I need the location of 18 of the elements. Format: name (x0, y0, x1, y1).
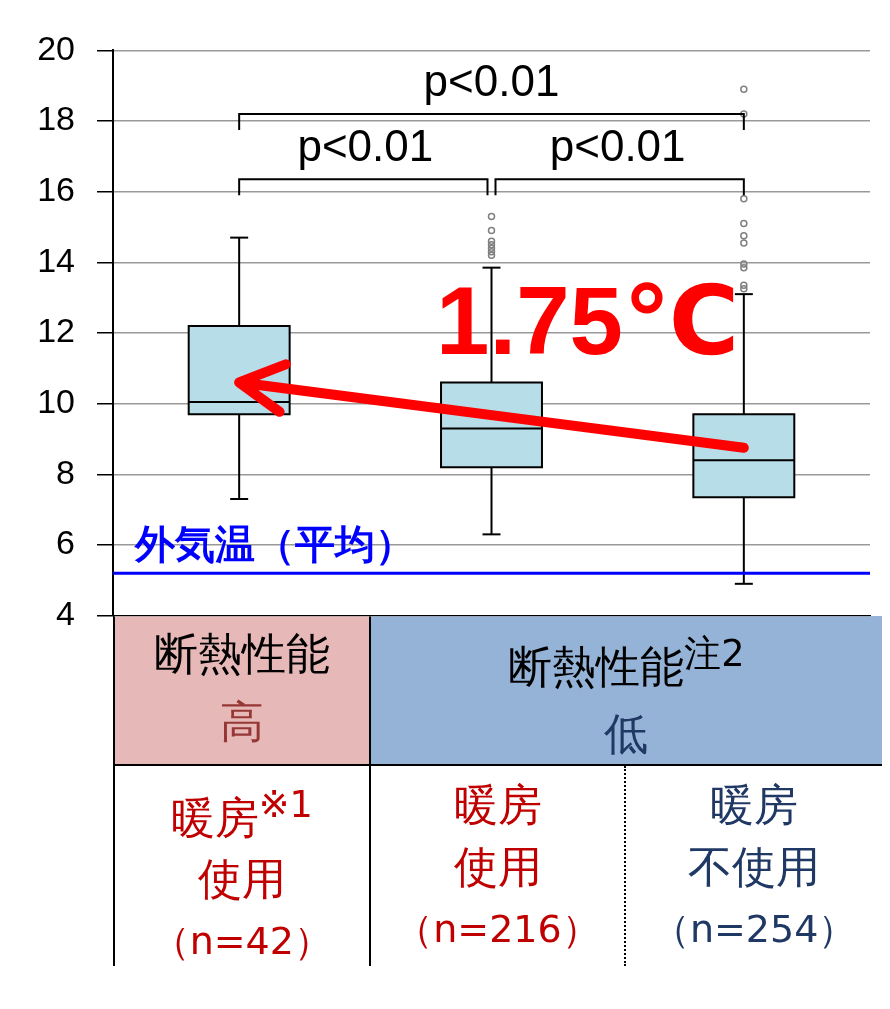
x-tick-label: 暖房$^{※1}$使用（n=42） (150, 781, 333, 966)
y-tick-label: 14 (37, 240, 75, 279)
text: 断熱性能$^{注2}$低 (508, 631, 745, 760)
y-tick-label: 18 (37, 99, 75, 138)
y-tick-label: 12 (37, 311, 75, 350)
annotation: p<0.01 (423, 56, 560, 106)
y-tick-label: 20 (37, 28, 75, 67)
annotation: p<0.01 (297, 121, 434, 171)
y-tick-label: 4 (56, 593, 75, 632)
ref-line-label: 外気温（平均） (134, 520, 415, 567)
y-tick-label: 16 (37, 170, 75, 209)
y-tick-label: 6 (56, 523, 75, 562)
text: 断熱性能高 (152, 626, 331, 749)
x-tick-label: 暖房使用（n=216） (394, 777, 601, 953)
x-tick-label: 暖房不使用（n=254） (650, 777, 858, 953)
y-tick-label: 10 (37, 382, 75, 421)
annotation: p<0.01 (549, 121, 686, 171)
y-tick-label: 8 (56, 452, 75, 491)
